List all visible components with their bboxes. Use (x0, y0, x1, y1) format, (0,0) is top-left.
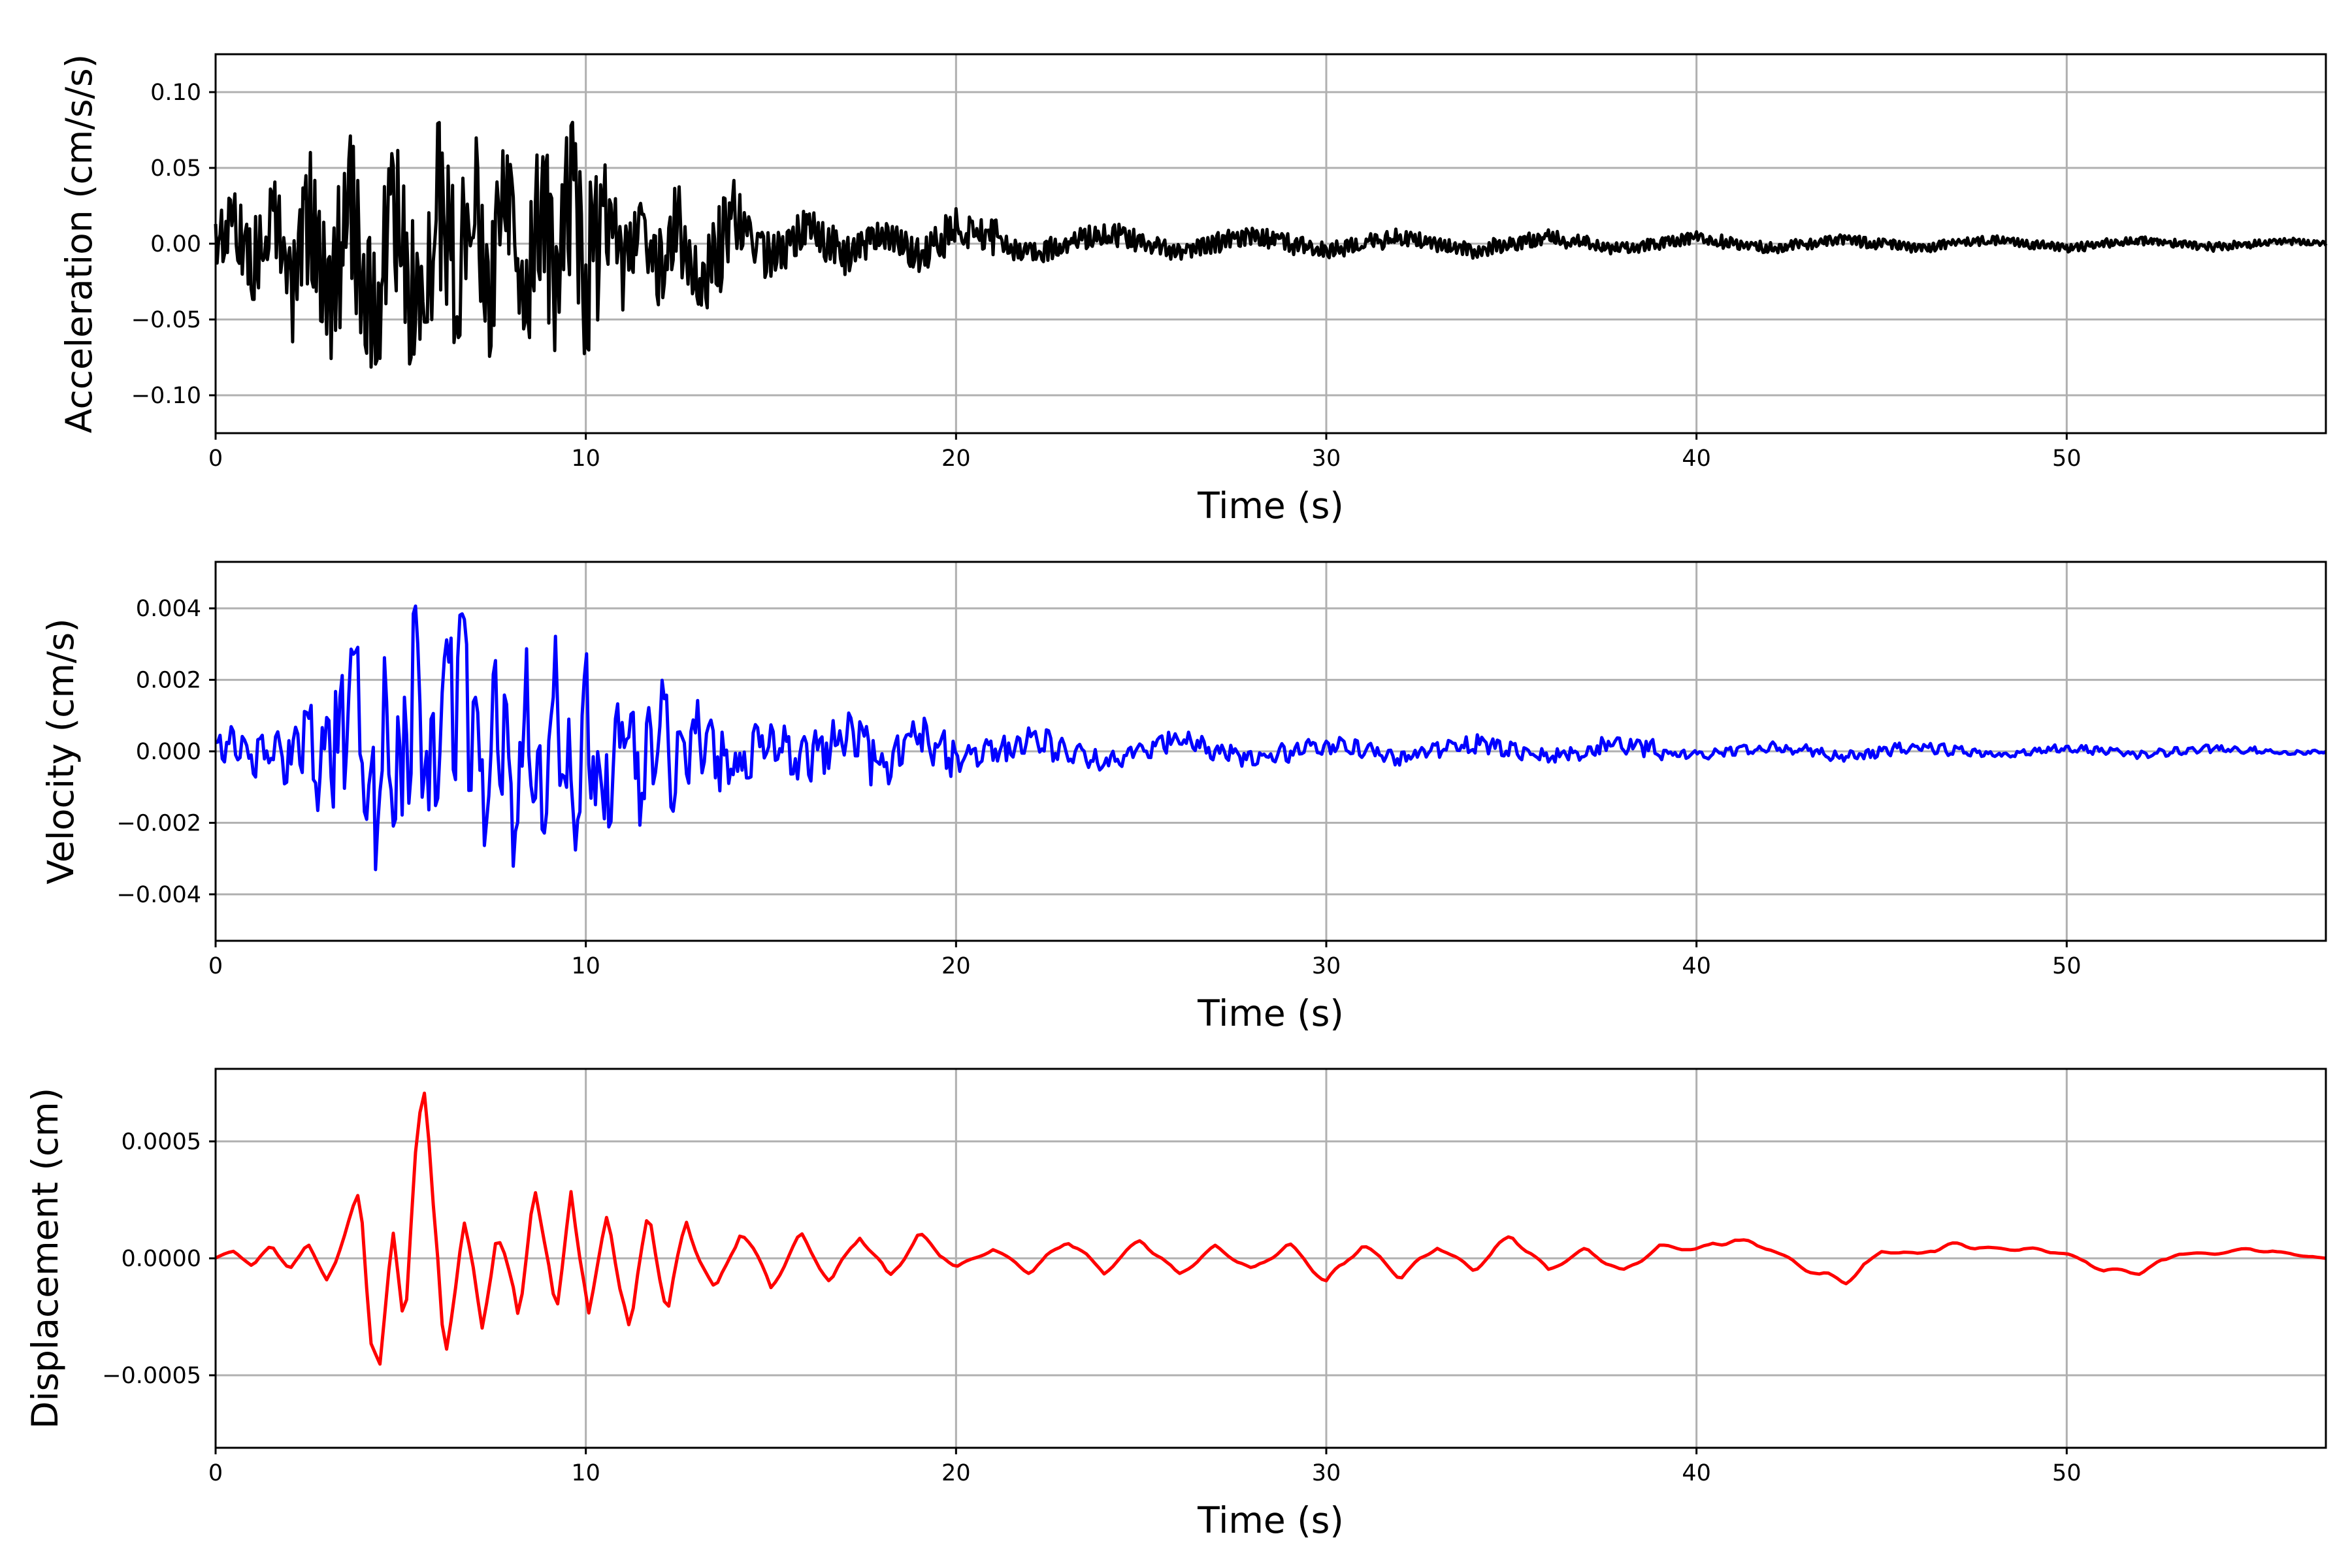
displacement-trace-group (214, 1091, 2327, 1366)
acceleration-ticks: 0 10 20 30 40 50 0.10 0.05 0.00 −0.05 −0.10 (131, 80, 2082, 472)
acceleration-y-axis-label: Acceleration (cm/s/s) (58, 54, 100, 433)
acceleration-y-tick-label: 0.05 (150, 155, 201, 182)
velocity-x-tick-label: 20 (941, 953, 971, 979)
acceleration-panel: 0 10 20 30 40 50 0.10 0.05 0.00 −0.05 −0.10 Time (… (58, 53, 2328, 527)
displacement-x-tick-label: 0 (208, 1460, 223, 1486)
acceleration-series-line (214, 120, 2328, 369)
displacement-x-tick-label: 10 (571, 1460, 600, 1486)
velocity-series-line (215, 604, 2327, 872)
velocity-y-axis-label: Velocity (cm/s) (40, 618, 82, 884)
acceleration-y-tick-label: −0.05 (131, 307, 201, 333)
displacement-y-tick-label: −0.0005 (102, 1363, 201, 1389)
velocity-y-tick-label: −0.002 (116, 810, 201, 836)
displacement-x-tick-label: 30 (1312, 1460, 1341, 1486)
acceleration-y-tick-label: 0.10 (150, 80, 201, 106)
displacement-x-tick-label: 50 (2052, 1460, 2082, 1486)
displacement-y-axis-label: Displacement (cm) (24, 1088, 66, 1429)
acceleration-x-tick-label: 50 (2052, 446, 2082, 472)
velocity-y-tick-label: 0.002 (136, 668, 201, 694)
displacement-x-tick-label: 20 (941, 1460, 971, 1486)
acceleration-x-tick-label: 10 (571, 446, 600, 472)
velocity-x-axis-label: Time (s) (1197, 992, 1344, 1034)
displacement-ticks: 0 10 20 30 40 50 0.0005 0.0000 −0.0005 (102, 1129, 2081, 1486)
acceleration-x-tick-label: 30 (1312, 446, 1341, 472)
displacement-y-tick-label: 0.0005 (122, 1129, 201, 1155)
velocity-trace-group (215, 604, 2327, 872)
velocity-y-tick-label: −0.004 (116, 882, 201, 908)
acceleration-y-tick-label: −0.10 (131, 383, 201, 409)
velocity-y-tick-label: 0.000 (136, 739, 201, 765)
acceleration-y-tick-label: 0.00 (150, 231, 201, 257)
displacement-series-line (214, 1091, 2327, 1366)
displacement-x-axis-label: Time (s) (1197, 1499, 1344, 1541)
acceleration-trace-group (214, 120, 2328, 369)
velocity-x-tick-label: 0 (208, 953, 223, 979)
acceleration-x-tick-label: 40 (1682, 446, 1711, 472)
velocity-x-tick-label: 30 (1312, 953, 1341, 979)
acceleration-x-tick-label: 0 (208, 446, 223, 472)
displacement-x-tick-label: 40 (1682, 1460, 1711, 1486)
velocity-x-tick-label: 10 (571, 953, 600, 979)
velocity-x-tick-label: 40 (1682, 953, 1711, 979)
velocity-x-tick-label: 50 (2052, 953, 2082, 979)
velocity-ticks: 0 10 20 30 40 50 0.004 0.002 0.000 −0.002 −0.004 (116, 596, 2081, 979)
acceleration-x-axis-label: Time (s) (1197, 485, 1344, 527)
acceleration-x-tick-label: 20 (941, 446, 971, 472)
velocity-y-tick-label: 0.004 (136, 596, 201, 622)
displacement-y-tick-label: 0.0000 (122, 1246, 201, 1272)
velocity-panel: 0 10 20 30 40 50 0.004 0.002 0.000 −0.002 −0.004 T… (40, 561, 2327, 1034)
